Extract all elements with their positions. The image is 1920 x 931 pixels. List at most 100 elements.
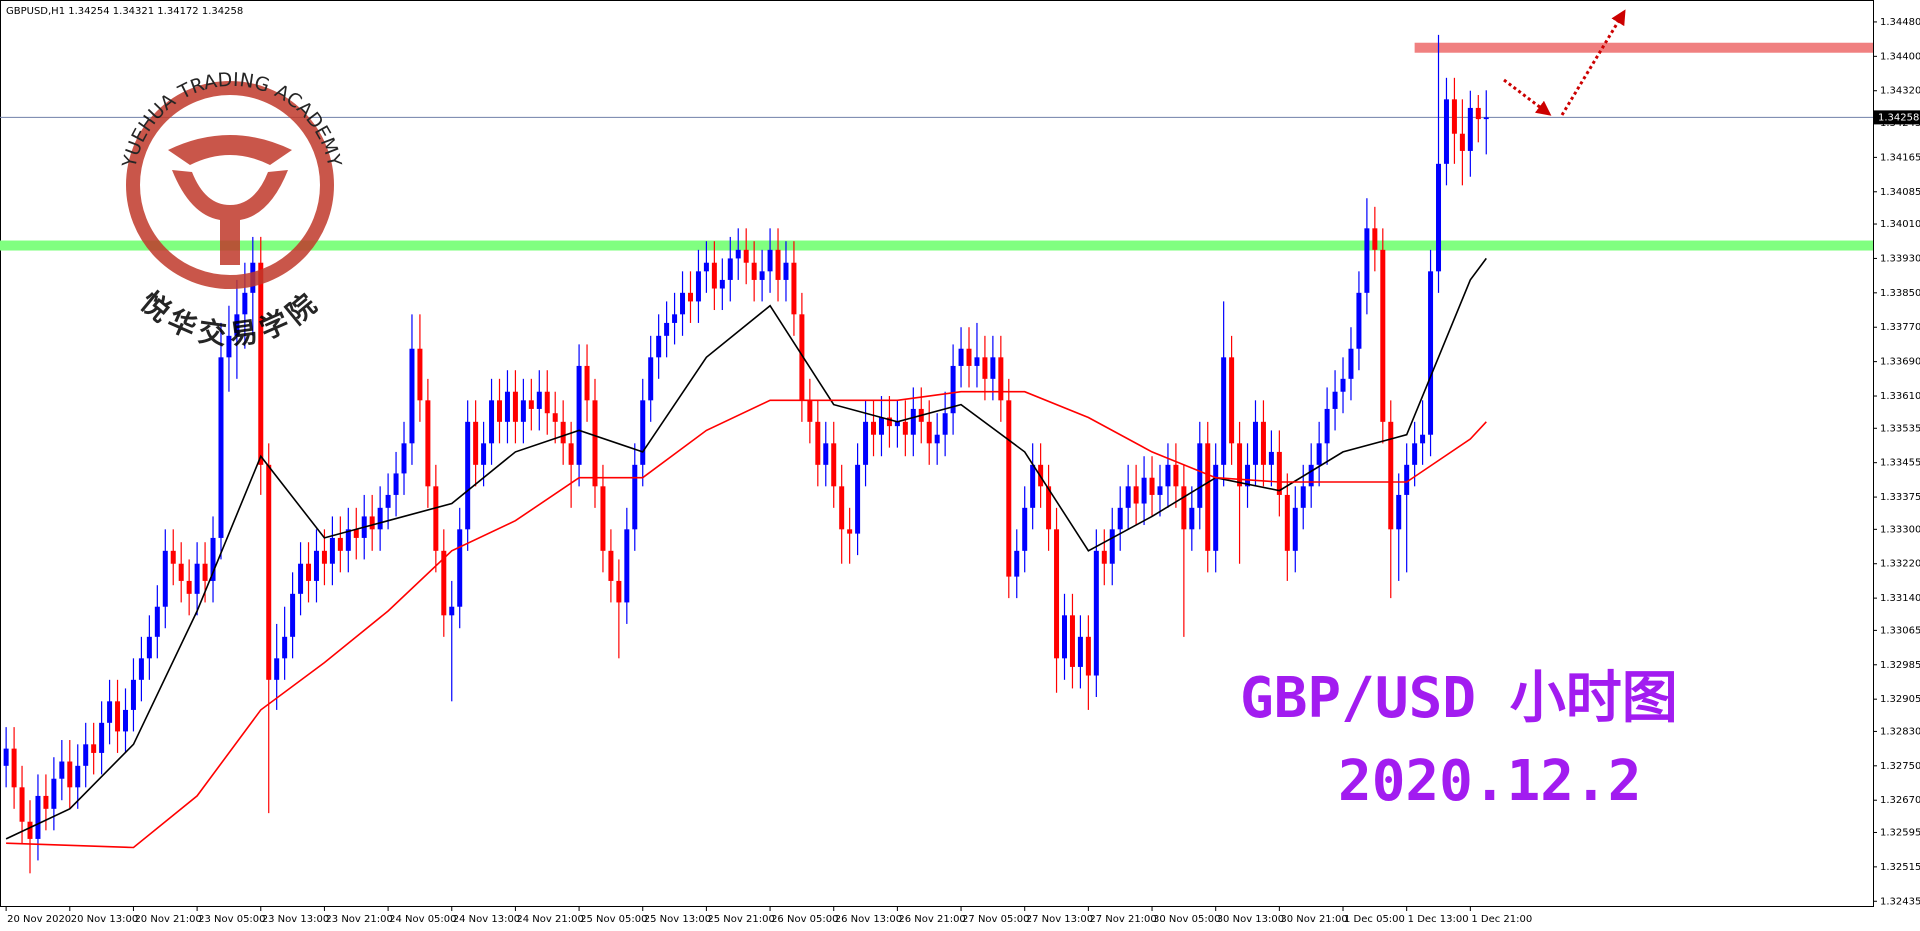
candle-body xyxy=(902,421,908,435)
candle-body xyxy=(202,563,208,581)
candle-body xyxy=(1213,464,1219,551)
candle-body xyxy=(35,795,41,839)
candle-body xyxy=(266,464,272,680)
candle-body xyxy=(306,563,312,581)
candle-body xyxy=(473,421,479,465)
candle-body xyxy=(1356,292,1362,349)
candle-body xyxy=(1436,163,1442,272)
candle-body xyxy=(194,563,200,594)
candle-body xyxy=(1412,443,1418,465)
subtitle: 2020.12.2 xyxy=(1338,749,1641,814)
candle-body xyxy=(170,550,176,564)
candle-body xyxy=(1117,507,1123,530)
candle-body xyxy=(703,262,709,272)
candle-body xyxy=(218,357,224,538)
candle-body xyxy=(512,391,518,422)
candle-body xyxy=(576,365,582,465)
candle-body xyxy=(329,537,335,564)
y-tick-label: 1.32750 xyxy=(1880,761,1920,772)
candle-body xyxy=(1420,434,1426,444)
candle-body xyxy=(799,314,805,401)
candle-body xyxy=(648,357,654,401)
x-tick-label: 24 Nov 05:00 xyxy=(389,914,456,925)
y-tick-label: 1.33455 xyxy=(1880,458,1920,469)
candle-body xyxy=(1467,107,1473,151)
candle-body xyxy=(122,709,128,732)
candle-body xyxy=(616,580,622,603)
x-tick-label: 30 Nov 21:00 xyxy=(1280,914,1347,925)
candle-body xyxy=(393,473,399,495)
candle-body xyxy=(878,417,884,435)
candle-body xyxy=(1173,464,1179,487)
x-tick-label: 27 Nov 13:00 xyxy=(1026,914,1093,925)
candle-body xyxy=(1014,550,1020,577)
candle-body xyxy=(1443,99,1449,164)
y-tick-label: 1.32670 xyxy=(1880,795,1920,806)
x-tick-label: 1 Dec 05:00 xyxy=(1344,914,1405,925)
candle-body xyxy=(640,400,646,465)
candle-body xyxy=(528,400,534,409)
candle-body xyxy=(1205,443,1211,551)
candle-body xyxy=(1372,228,1378,250)
y-tick-label: 1.33850 xyxy=(1880,288,1920,299)
candle-body xyxy=(417,348,423,401)
candle-body xyxy=(680,292,686,315)
candle-body xyxy=(1077,636,1083,667)
x-tick-label: 23 Nov 21:00 xyxy=(325,914,392,925)
x-tick-label: 30 Nov 13:00 xyxy=(1217,914,1284,925)
candle-body xyxy=(982,357,988,379)
y-tick-label: 1.32595 xyxy=(1880,827,1920,838)
candle-body xyxy=(1093,550,1099,676)
candle-body xyxy=(894,421,900,427)
y-tick-label: 1.33375 xyxy=(1880,492,1920,503)
candle-body xyxy=(353,529,359,538)
candle-body xyxy=(831,443,837,487)
candle-body xyxy=(1300,486,1306,508)
candle-body xyxy=(656,335,662,358)
candle-body xyxy=(146,636,152,659)
candle-body xyxy=(1332,391,1338,409)
candle-body xyxy=(178,563,184,581)
candle-body xyxy=(855,464,861,534)
logo: YUEHUA TRADING ACADEMY 悦华交易学院 xyxy=(118,68,345,352)
candle-body xyxy=(282,636,288,659)
level-band xyxy=(0,240,1873,251)
x-tick-label: 20 Nov 2020 xyxy=(7,914,71,925)
y-tick-label: 1.32905 xyxy=(1880,694,1920,705)
x-tick-label: 24 Nov 21:00 xyxy=(516,914,583,925)
y-tick-label: 1.34400 xyxy=(1880,51,1920,62)
candle-body xyxy=(274,658,280,680)
candle-body xyxy=(1181,486,1187,530)
y-tick-label: 1.33140 xyxy=(1880,593,1920,604)
x-tick-label: 27 Nov 05:00 xyxy=(962,914,1029,925)
candle-body xyxy=(465,421,471,530)
candle-body xyxy=(743,249,749,263)
candle-body xyxy=(1252,421,1258,465)
candle-body xyxy=(886,417,892,427)
y-tick-label: 1.33535 xyxy=(1880,423,1920,434)
candle-body xyxy=(425,400,431,487)
current-price-label: 1.34258 xyxy=(1878,112,1919,123)
candle-body xyxy=(1276,451,1282,495)
candle-body xyxy=(1284,494,1290,551)
candle-body xyxy=(186,580,192,594)
candle-body xyxy=(1451,99,1457,134)
x-tick-label: 20 Nov 21:00 xyxy=(134,914,201,925)
y-tick-label: 1.33770 xyxy=(1880,322,1920,333)
candle-body xyxy=(926,421,932,444)
candle-body xyxy=(457,529,463,607)
candle-body xyxy=(99,722,105,753)
candle-body xyxy=(115,701,121,732)
candle-body xyxy=(1396,494,1402,530)
candle-body xyxy=(1109,529,1115,564)
candle-body xyxy=(43,795,49,809)
annotation-arrows xyxy=(1503,9,1626,116)
candle-body xyxy=(839,486,845,530)
candle-body xyxy=(520,400,526,422)
candle-body xyxy=(1133,486,1139,504)
candle-body xyxy=(1030,464,1036,508)
candle-body xyxy=(27,821,33,839)
candle-body xyxy=(377,507,383,530)
candle-body xyxy=(497,400,503,422)
x-tick-label: 23 Nov 13:00 xyxy=(262,914,329,925)
